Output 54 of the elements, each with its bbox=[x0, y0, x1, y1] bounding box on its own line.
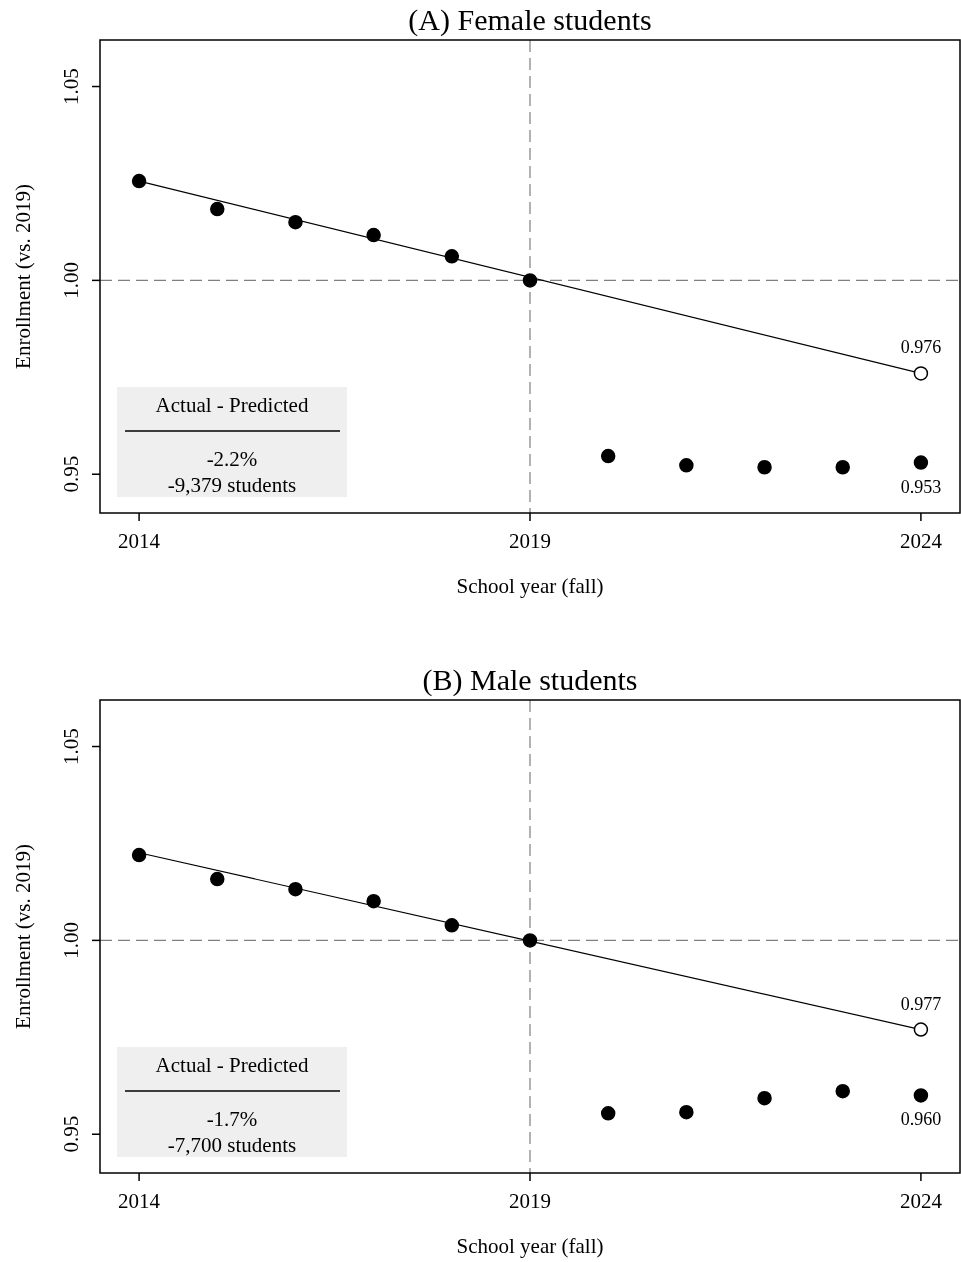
y-tick-label: 1.00 bbox=[59, 922, 83, 959]
point bbox=[600, 448, 616, 464]
y-tick-label: 0.95 bbox=[59, 1115, 83, 1153]
data-label: 0.953 bbox=[900, 476, 942, 497]
point bbox=[913, 455, 929, 470]
point bbox=[835, 1083, 850, 1099]
point bbox=[835, 460, 850, 475]
x-tick-label: 2014 bbox=[118, 1189, 161, 1213]
x-tick-label: 2014 bbox=[118, 529, 161, 553]
data-label: 0.976 bbox=[900, 337, 942, 358]
annotation: -7,700 students bbox=[167, 1133, 297, 1157]
x-tick-label: 2019 bbox=[509, 1189, 551, 1213]
y-tick-label: 1.05 bbox=[59, 728, 83, 765]
point bbox=[210, 201, 225, 217]
annotation: -1.7% bbox=[206, 1107, 258, 1131]
y-axis-title: Enrollment (vs. 2019) bbox=[11, 844, 35, 1029]
annotation: Actual - Predicted bbox=[155, 1053, 309, 1077]
point bbox=[522, 273, 538, 288]
x-tick-label: 2019 bbox=[509, 529, 551, 553]
annotation: -9,379 students bbox=[167, 473, 297, 497]
data-label: 0.977 bbox=[900, 993, 942, 1014]
summary-box: Actual - Predicted -1.7% -7,700 students bbox=[117, 1047, 347, 1157]
y-tick-label: 1.05 bbox=[59, 68, 83, 105]
point bbox=[757, 1090, 772, 1106]
point bbox=[913, 366, 929, 381]
x-axis-title: School year (fall) bbox=[456, 1234, 604, 1258]
point bbox=[288, 214, 303, 230]
x-tick-label: 2024 bbox=[899, 529, 943, 553]
point bbox=[600, 1106, 616, 1121]
x-axis-title: School year (fall) bbox=[456, 574, 604, 598]
y-axis-title: Enrollment (vs. 2019) bbox=[11, 184, 35, 369]
point bbox=[913, 1022, 929, 1037]
point bbox=[522, 933, 538, 948]
annotation: Actual - Predicted bbox=[155, 393, 309, 417]
point bbox=[210, 871, 225, 887]
point bbox=[131, 847, 147, 863]
point bbox=[913, 1088, 929, 1103]
y-tick-label: 1.00 bbox=[59, 262, 83, 299]
y-tick-label: 0.95 bbox=[59, 455, 83, 493]
x-tick-label: 2024 bbox=[899, 1189, 943, 1213]
point bbox=[679, 1104, 694, 1120]
point bbox=[444, 918, 460, 933]
chart-title: (B) Male students bbox=[422, 663, 638, 697]
chart-title: (A) Female students bbox=[408, 3, 652, 37]
point bbox=[679, 458, 694, 473]
point bbox=[131, 173, 147, 189]
summary-box: Actual - Predicted -2.2% -9,379 students bbox=[117, 387, 347, 497]
annotation: -2.2% bbox=[206, 447, 258, 471]
point bbox=[366, 227, 381, 243]
point bbox=[444, 249, 460, 264]
point bbox=[366, 893, 381, 909]
point bbox=[757, 460, 772, 475]
data-label: 0.960 bbox=[900, 1109, 942, 1130]
point bbox=[288, 881, 303, 897]
